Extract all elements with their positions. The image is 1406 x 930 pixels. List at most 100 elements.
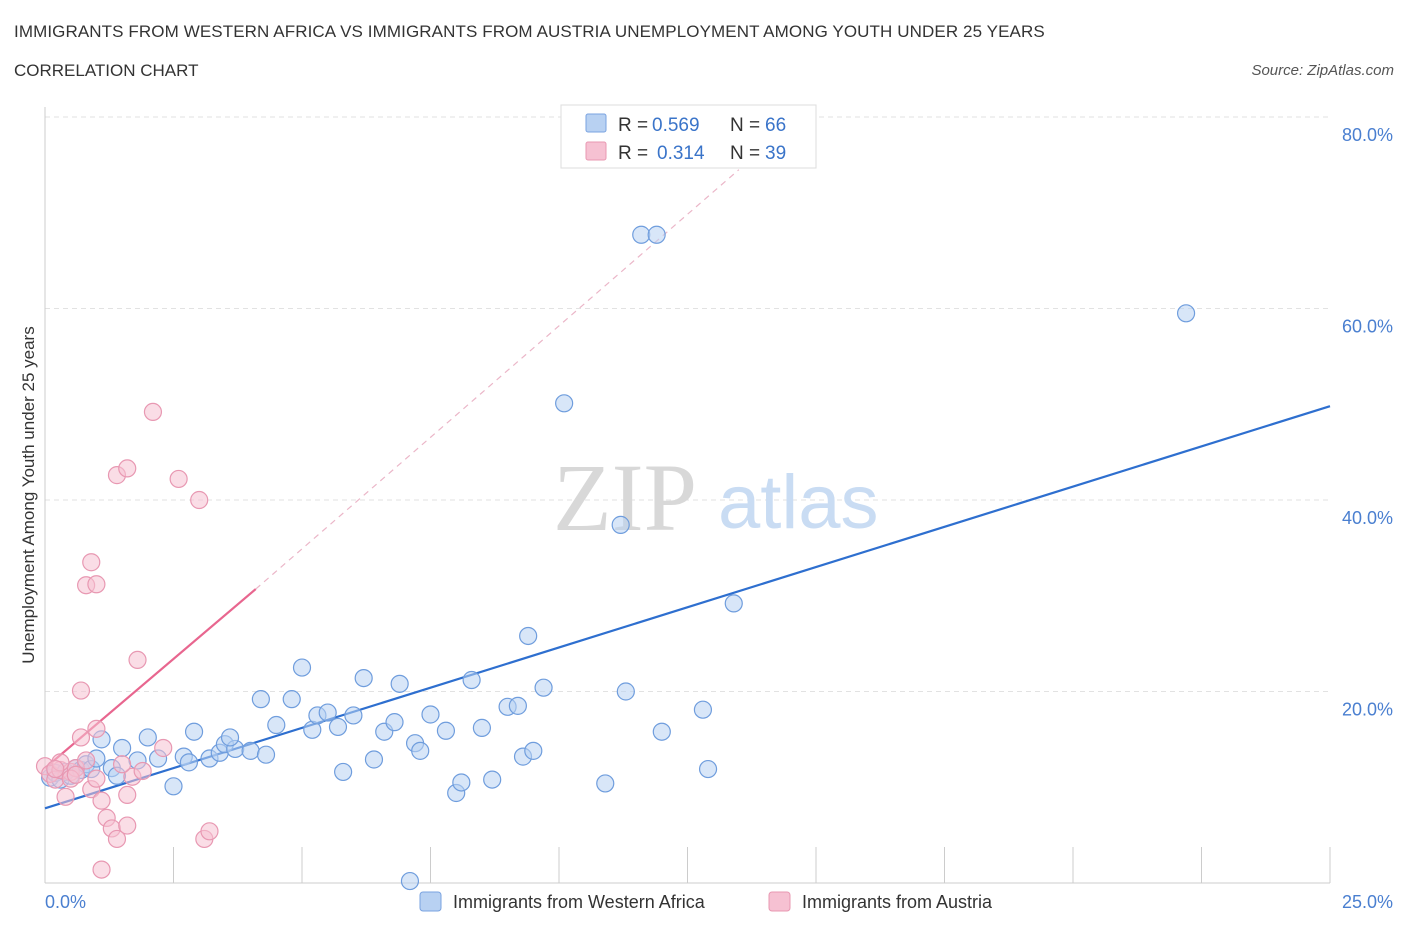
point-austria xyxy=(87,719,106,738)
chart-title: IMMIGRANTS FROM WESTERN AFRICA VS IMMIGR… xyxy=(14,22,1045,41)
point-western-africa xyxy=(452,773,471,792)
y-axis-label: Unemployment Among Youth under 25 years xyxy=(19,326,38,663)
bottom-legend-swatch-blue xyxy=(419,891,442,912)
bottom-legend-label-pink: Immigrants from Austria xyxy=(802,892,993,912)
legend-swatch-pink xyxy=(585,141,607,161)
point-western-africa xyxy=(1176,304,1196,323)
point-austria xyxy=(56,787,75,806)
point-western-africa xyxy=(462,670,481,690)
point-austria xyxy=(87,575,106,594)
point-austria xyxy=(46,759,65,779)
point-western-africa xyxy=(555,394,574,413)
point-austria xyxy=(82,553,101,572)
correlation-legend: R = 0.569 N = 66 R = 0.314 N = 39 xyxy=(560,104,817,169)
y-tick-label-1: 40.0% xyxy=(1342,508,1393,528)
watermark-zip: ZIP xyxy=(553,444,697,551)
point-western-africa xyxy=(220,728,240,747)
source-note: Source: ZipAtlas.com xyxy=(1251,62,1394,79)
point-western-africa xyxy=(292,658,312,677)
point-western-africa xyxy=(390,674,409,693)
point-western-africa xyxy=(241,741,260,760)
point-western-africa xyxy=(508,696,527,715)
legend-n-label-1: N = xyxy=(730,115,760,136)
point-western-africa xyxy=(256,745,276,764)
legend-n-value-1: 66 xyxy=(765,115,786,136)
point-western-africa xyxy=(724,594,743,613)
series-western-africa-points xyxy=(41,225,1196,891)
legend-r-label-2: R = xyxy=(618,143,648,164)
point-western-africa xyxy=(318,703,337,722)
legend-r-label-1: R = xyxy=(618,115,648,136)
point-austria xyxy=(118,459,137,478)
point-austria xyxy=(169,469,188,489)
point-western-africa xyxy=(652,722,671,741)
point-western-africa xyxy=(524,741,543,760)
bottom-legend-swatch-pink xyxy=(768,891,791,912)
point-western-africa xyxy=(693,700,713,719)
point-austria xyxy=(107,829,127,849)
point-western-africa xyxy=(344,706,363,725)
point-austria xyxy=(128,650,147,670)
point-western-africa xyxy=(164,777,183,796)
point-austria xyxy=(71,728,91,747)
point-western-africa xyxy=(334,762,353,782)
point-austria xyxy=(118,816,137,835)
point-western-africa xyxy=(616,682,635,701)
point-western-africa xyxy=(328,717,348,737)
x-tick-label-0: 0.0% xyxy=(45,892,86,912)
legend-n-label-2: N = xyxy=(730,143,760,164)
point-austria xyxy=(118,785,137,805)
watermark: ZIP atlas xyxy=(553,444,879,551)
point-western-africa xyxy=(421,705,440,724)
series-austria-points xyxy=(35,402,219,879)
point-austria xyxy=(190,490,209,510)
point-austria xyxy=(87,769,106,788)
y-tick-label-0: 20.0% xyxy=(1342,700,1393,720)
point-western-africa xyxy=(698,759,718,779)
point-western-africa xyxy=(534,678,553,697)
y-tick-label-2: 60.0% xyxy=(1342,317,1393,337)
point-austria xyxy=(92,860,111,879)
point-western-africa xyxy=(436,721,456,740)
trend-line-western-africa xyxy=(44,405,1331,810)
point-western-africa xyxy=(354,668,373,688)
point-western-africa xyxy=(385,713,404,732)
point-western-africa xyxy=(596,774,615,793)
point-austria xyxy=(92,791,111,810)
point-western-africa xyxy=(184,722,204,741)
legend-swatch-blue xyxy=(585,113,607,133)
point-western-africa xyxy=(282,690,301,709)
legend-n-value-2: 39 xyxy=(765,143,786,164)
point-western-africa xyxy=(519,626,538,646)
point-western-africa xyxy=(267,715,286,735)
bottom-legend-label-blue: Immigrants from Western Africa xyxy=(453,892,706,912)
legend-r-value-2: 0.314 xyxy=(657,143,705,164)
point-western-africa xyxy=(364,750,384,769)
point-austria xyxy=(77,751,96,770)
chart-subtitle: CORRELATION CHART xyxy=(14,61,199,80)
point-western-africa xyxy=(251,690,270,709)
point-austria xyxy=(143,402,163,422)
point-western-africa xyxy=(138,728,157,747)
point-austria xyxy=(66,765,85,784)
x-tick-label-1: 25.0% xyxy=(1342,892,1393,912)
point-western-africa xyxy=(400,871,420,891)
point-western-africa xyxy=(483,770,502,789)
point-western-africa xyxy=(112,738,132,758)
point-western-africa xyxy=(179,753,199,772)
point-austria xyxy=(71,681,91,700)
point-western-africa xyxy=(632,225,651,244)
tick-labels: 20.0% 40.0% 60.0% 80.0% 0.0% 25.0% xyxy=(45,125,1393,912)
point-western-africa xyxy=(611,515,630,534)
y-tick-label-3: 80.0% xyxy=(1342,125,1393,145)
point-austria xyxy=(112,755,132,774)
legend-r-value-1: 0.569 xyxy=(652,115,700,136)
point-austria xyxy=(200,822,219,841)
point-austria xyxy=(154,738,173,758)
point-western-africa xyxy=(647,225,666,244)
axes xyxy=(44,107,1331,884)
point-western-africa xyxy=(411,741,430,760)
point-austria xyxy=(133,761,152,781)
point-western-africa xyxy=(472,718,491,737)
